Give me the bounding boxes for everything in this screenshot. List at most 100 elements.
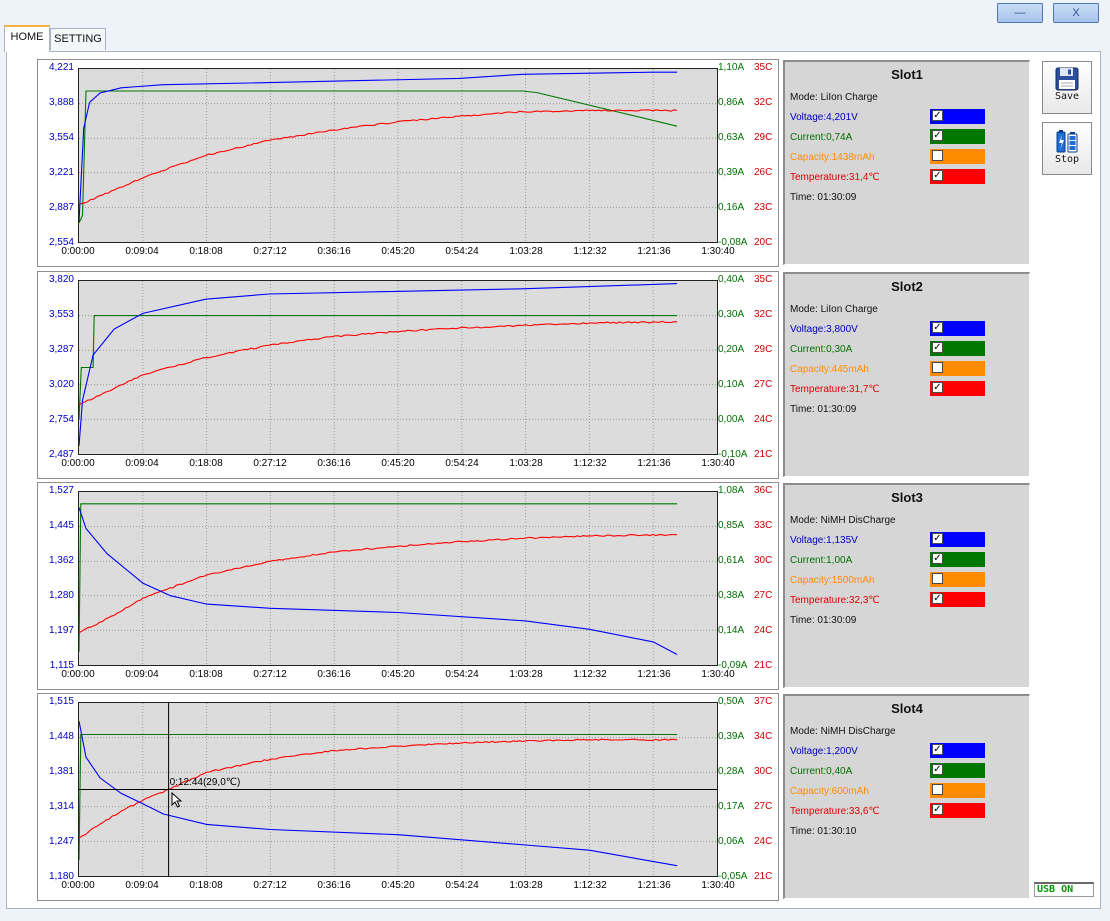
slot1-voltage-checkbox[interactable]: ✓ [932,110,943,121]
slot2-temperature-checkbox[interactable]: ✓ [932,382,943,393]
slot3-chart-panel: 1,527 1,445 1,362 1,280 1,197 1,115 1,08A 0,85A… [37,482,779,690]
slot2-time-tick: 1:30:40 [698,458,738,470]
slot4-capacity-toggle[interactable] [930,783,985,798]
slot1-capacity-checkbox[interactable] [932,150,943,161]
slot1-voltage-toggle[interactable]: ✓ [930,109,985,124]
slot1-voltage-readout: Voltage:4,201V [790,112,858,124]
slot1-temperature-tick: 29C [754,132,772,144]
slot1-voltage-tick: 3,888 [49,97,74,109]
slot2-capacity-checkbox[interactable] [932,362,943,373]
slot3-time-tick: 1:03:28 [506,669,546,681]
save-button[interactable]: Save [1042,61,1092,114]
slot1-time-tick: 0:36:16 [314,246,354,258]
slot1-temperature-readout: Temperature:31,4℃ [790,172,880,184]
slot1-title: Slot1 [785,67,1029,82]
slot4-voltage-tick: 1,515 [49,696,74,708]
slot2-capacity-toggle[interactable] [930,361,985,376]
slot1-time-tick: 0:27:12 [250,246,290,258]
slot4-current-tick: 0,28A [718,766,744,778]
slot3-time-tick: 0:45:20 [378,669,418,681]
slot3-capacity-toggle[interactable] [930,572,985,587]
slot1-time-tick: 1:21:36 [634,246,674,258]
slot3-voltage-toggle[interactable]: ✓ [930,532,985,547]
slot2-voltage-checkbox[interactable]: ✓ [932,322,943,333]
slot1-temperature-checkbox[interactable]: ✓ [932,170,943,181]
slot3-time-tick: 0:09:04 [122,669,162,681]
slot4-voltage-checkbox[interactable]: ✓ [932,744,943,755]
stop-button[interactable]: Stop [1042,122,1092,175]
slot2-voltage-toggle[interactable]: ✓ [930,321,985,336]
slot2-temperature-line [79,321,677,404]
slot3-current-tick: 0,85A [718,520,744,532]
slot2-current-toggle[interactable]: ✓ [930,341,985,356]
slot3-time-tick: 1:30:40 [698,669,738,681]
slot3-capacity-checkbox[interactable] [932,573,943,584]
slot3-mode-readout: Mode: NiMH DisCharge [790,515,896,527]
slot3-temperature-checkbox[interactable]: ✓ [932,593,943,604]
slot2-temperature-toggle[interactable]: ✓ [930,381,985,396]
slot4-voltage-tick: 1,448 [49,731,74,743]
slot3-capacity-readout: Capacity:1500mAh [790,575,875,587]
slot4-time-tick: 1:12:32 [570,880,610,892]
slot2-voltage-tick: 3,287 [49,344,74,356]
slot1-capacity-toggle[interactable] [930,149,985,164]
slot3-temperature-tick: 33C [754,520,772,532]
slot4-temperature-tick: 21C [754,871,772,883]
slot4-time-readout: Time: 01:30:10 [790,826,856,838]
slot3-time-tick: 0:00:00 [58,669,98,681]
slot3-temperature-line [79,535,677,633]
slot4-time-tick: 0:00:00 [58,880,98,892]
tab-setting[interactable]: SETTING [50,28,106,50]
battery-stop-icon [1054,128,1080,154]
slot2-voltage-tick: 2,754 [49,414,74,426]
slot1-current-tick: 1,10A [718,62,744,74]
slot1-chart-svg [79,69,717,242]
slot1-current-checkbox[interactable]: ✓ [932,130,943,141]
slot4-current-toggle[interactable]: ✓ [930,763,985,778]
save-button-label: Save [1043,91,1091,102]
close-button[interactable]: X [1053,3,1099,23]
slot1-info-panel: Slot1 Mode: LiIon Charge Voltage:4,201V ✓ Cu… [783,60,1030,265]
slot3-temperature-readout: Temperature:32,3℃ [790,595,880,607]
slot1-current-tick: 0,39A [718,167,744,179]
slot4-time-tick: 0:27:12 [250,880,290,892]
slot1-time-readout: Time: 01:30:09 [790,192,856,204]
slot1-time-tick: 0:54:24 [442,246,482,258]
slot4-temperature-tick: 30C [754,766,772,778]
slot4-temperature-toggle[interactable]: ✓ [930,803,985,818]
slot3-plot-area [78,491,718,666]
slot4-time-tick: 0:45:20 [378,880,418,892]
slot1-chart-panel: 4,221 3,888 3,554 3,221 2,887 2,554 1,10A 0,86A… [37,59,779,267]
slot2-plot-area [78,280,718,455]
slot4-voltage-toggle[interactable]: ✓ [930,743,985,758]
slot3-temperature-toggle[interactable]: ✓ [930,592,985,607]
slot2-voltage-readout: Voltage:3,800V [790,324,858,336]
slot1-time-tick: 1:12:32 [570,246,610,258]
slot4-capacity-checkbox[interactable] [932,784,943,795]
minimize-button[interactable]: — [997,3,1043,23]
slot1-capacity-readout: Capacity:1438mAh [790,152,875,164]
slot2-time-tick: 0:45:20 [378,458,418,470]
slot2-current-checkbox[interactable]: ✓ [932,342,943,353]
slot4-current-tick: 0,06A [718,836,744,848]
tab-home[interactable]: HOME [4,25,50,52]
slot3-current-checkbox[interactable]: ✓ [932,553,943,564]
slot1-voltage-tick: 3,554 [49,132,74,144]
slot4-chart-svg [79,703,717,876]
slot1-temperature-toggle[interactable]: ✓ [930,169,985,184]
slot1-current-toggle[interactable]: ✓ [930,129,985,144]
slot4-temperature-tick: 37C [754,696,772,708]
slot4-current-checkbox[interactable]: ✓ [932,764,943,775]
slot2-current-tick: 0,30A [718,309,744,321]
slot2-temperature-tick: 27C [754,379,772,391]
slot3-voltage-tick: 1,362 [49,555,74,567]
slot2-time-tick: 0:18:08 [186,458,226,470]
slot3-info-panel: Slot3 Mode: NiMH DisCharge Voltage:1,135V ✓… [783,483,1030,688]
slot4-info-panel: Slot4 Mode: NiMH DisCharge Voltage:1,200V ✓… [783,694,1030,899]
slot3-voltage-checkbox[interactable]: ✓ [932,533,943,544]
slot2-time-tick: 1:12:32 [570,458,610,470]
slot3-current-toggle[interactable]: ✓ [930,552,985,567]
slot1-temperature-tick: 26C [754,167,772,179]
slot4-time-tick: 0:09:04 [122,880,162,892]
slot4-temperature-checkbox[interactable]: ✓ [932,804,943,815]
